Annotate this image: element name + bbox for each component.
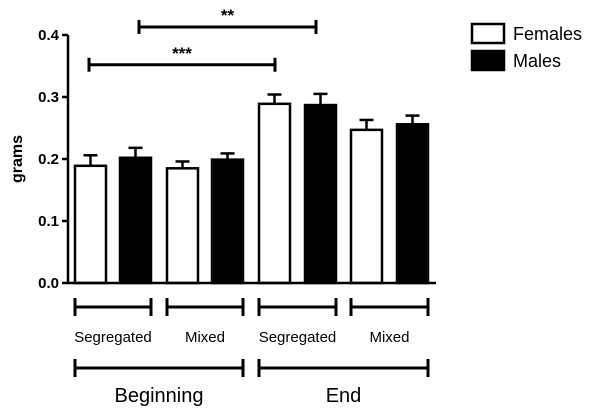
legend-label-females: Females xyxy=(513,24,582,44)
group-labels: Segregated Mixed Segregated Mixed Beginning E… xyxy=(73,298,430,407)
bars xyxy=(68,102,436,285)
bar-females-1 xyxy=(165,167,200,285)
legend: Females Males xyxy=(470,22,582,72)
legend-swatch-males xyxy=(470,49,506,72)
period-label: Beginning xyxy=(115,385,204,407)
group-label: Segregated xyxy=(259,329,337,346)
period-label: End xyxy=(326,385,362,407)
y-axis: 0.0 0.1 0.2 0.3 0.4 grams xyxy=(9,27,70,292)
legend-swatch-females xyxy=(470,22,506,45)
bar-males-0 xyxy=(118,156,153,285)
group-label: Segregated xyxy=(74,329,152,346)
bar-males-2 xyxy=(303,103,338,285)
legend-label-males: Males xyxy=(513,51,561,71)
y-tick-label: 0.3 xyxy=(38,89,59,106)
significance-label: *** xyxy=(172,44,192,63)
y-tick-label: 0.4 xyxy=(38,27,60,44)
bar-males-1 xyxy=(210,158,245,285)
y-axis-title: grams xyxy=(9,135,26,183)
significance-brackets: ***** xyxy=(87,6,318,72)
bar-females-2 xyxy=(257,102,292,285)
error-bars xyxy=(83,92,420,169)
bar-females-3 xyxy=(349,128,384,285)
bar-males-3 xyxy=(395,123,430,285)
y-tick-label: 0.2 xyxy=(38,151,59,168)
bar-females-0 xyxy=(73,164,108,285)
group-label: Mixed xyxy=(185,329,225,346)
group-label: Mixed xyxy=(369,329,409,346)
significance-label: ** xyxy=(221,6,235,25)
y-tick-label: 0.0 xyxy=(38,275,59,292)
y-tick-label: 0.1 xyxy=(38,213,59,230)
